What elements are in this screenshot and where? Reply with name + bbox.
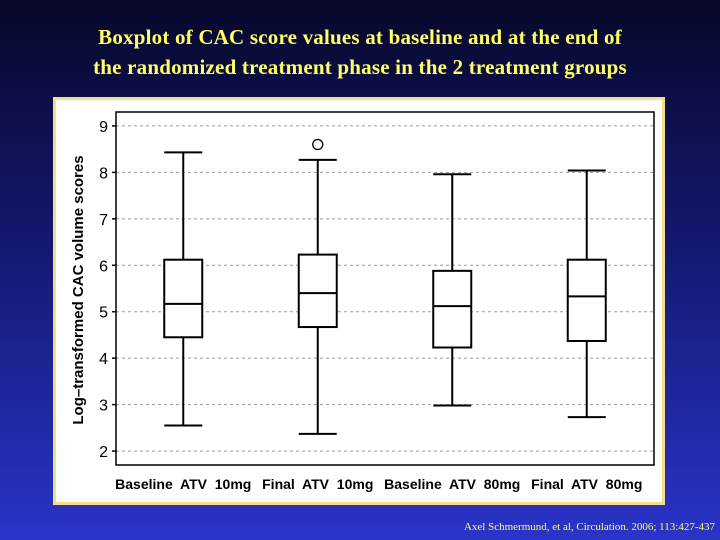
y-tick-label: 5	[99, 305, 108, 322]
citation: Axel Schmermund, et al, Circulation. 200…	[463, 521, 715, 533]
y-axis-label: Log–transformed CAC volume scores	[70, 155, 87, 424]
y-tick-label: 3	[99, 398, 108, 415]
y-tick-label: 4	[99, 351, 108, 368]
outlier-point	[312, 138, 324, 151]
box-iqr	[163, 258, 204, 339]
y-tick-label: 8	[99, 165, 108, 182]
box-iqr	[432, 269, 473, 349]
x-category-label: Final ATV 80mg	[531, 476, 642, 492]
y-tick-label: 9	[99, 119, 108, 136]
x-category-label: Baseline ATV 10mg	[115, 476, 251, 492]
y-tick-label: 7	[99, 212, 108, 229]
chart-panel: Log–transformed CAC volume scores 2 3 4 5 6 7…	[53, 97, 665, 505]
y-tick-label: 6	[99, 258, 108, 275]
box-iqr	[297, 253, 338, 329]
x-category-label: Final ATV 10mg	[262, 476, 373, 492]
y-tick-label: 2	[99, 444, 108, 461]
boxplot-chart: Log–transformed CAC volume scores 2 3 4 5 6 7…	[70, 111, 655, 492]
title-line-2: the randomized treatment phase in the 2 …	[93, 55, 627, 79]
box-iqr	[566, 258, 607, 342]
plot-frame	[115, 111, 655, 466]
title-line-1: Boxplot of CAC score values at baseline …	[98, 25, 622, 49]
slide-title: Boxplot of CAC score values at baseline …	[0, 22, 720, 82]
x-category-label: Baseline ATV 80mg	[384, 476, 520, 492]
